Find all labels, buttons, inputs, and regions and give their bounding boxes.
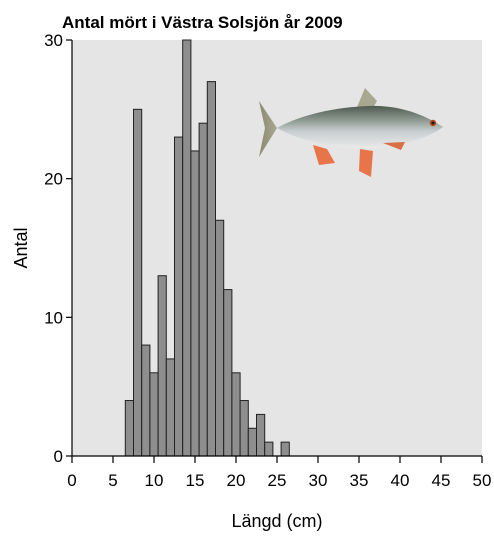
histogram-bar [280, 441, 290, 457]
x-axis-label: Längd (cm) [231, 511, 322, 531]
x-tick-label: 20 [227, 471, 246, 490]
x-axis-ticks: 0 5 10 15 20 25 30 35 40 45 50 [67, 456, 491, 490]
x-tick-label: 50 [473, 471, 492, 490]
histogram-bar [141, 344, 151, 457]
histogram-bar [174, 136, 184, 457]
x-tick-label: 30 [309, 471, 328, 490]
y-axis-ticks: 0 10 20 30 [44, 31, 72, 466]
y-tick-label: 20 [44, 170, 63, 189]
x-tick-label: 0 [67, 471, 76, 490]
histogram-bar [124, 400, 135, 457]
histogram-bar [231, 372, 241, 457]
y-axis-label: Antal [11, 227, 31, 268]
histogram-bar [190, 150, 200, 457]
x-tick-label: 25 [268, 471, 287, 490]
x-tick-label: 5 [108, 471, 117, 490]
x-tick-label: 45 [432, 471, 451, 490]
histogram-bar [239, 400, 249, 457]
x-tick-label: 15 [186, 471, 205, 490]
histogram-bar [256, 413, 266, 457]
x-tick-label: 10 [145, 471, 164, 490]
histogram-bar [198, 122, 208, 457]
histogram-bar [165, 358, 176, 457]
histogram-bar [223, 289, 233, 457]
histogram-bar [215, 219, 225, 457]
y-tick-label: 10 [44, 308, 63, 327]
y-tick-label: 0 [54, 447, 63, 466]
histogram-bar [182, 39, 192, 457]
histogram-bar [264, 441, 274, 457]
histogram-bar [247, 427, 258, 457]
x-tick-label: 35 [350, 471, 369, 490]
histogram-bar [157, 275, 167, 457]
roach-fish-illustration [259, 88, 443, 177]
y-tick-label: 30 [44, 31, 63, 50]
histogram-bar [206, 81, 217, 457]
x-tick-label: 40 [391, 471, 410, 490]
histogram-bar [149, 372, 159, 457]
histogram-bar [133, 108, 143, 457]
chart-title: Antal mört i Västra Solsjön år 2009 [62, 13, 343, 32]
